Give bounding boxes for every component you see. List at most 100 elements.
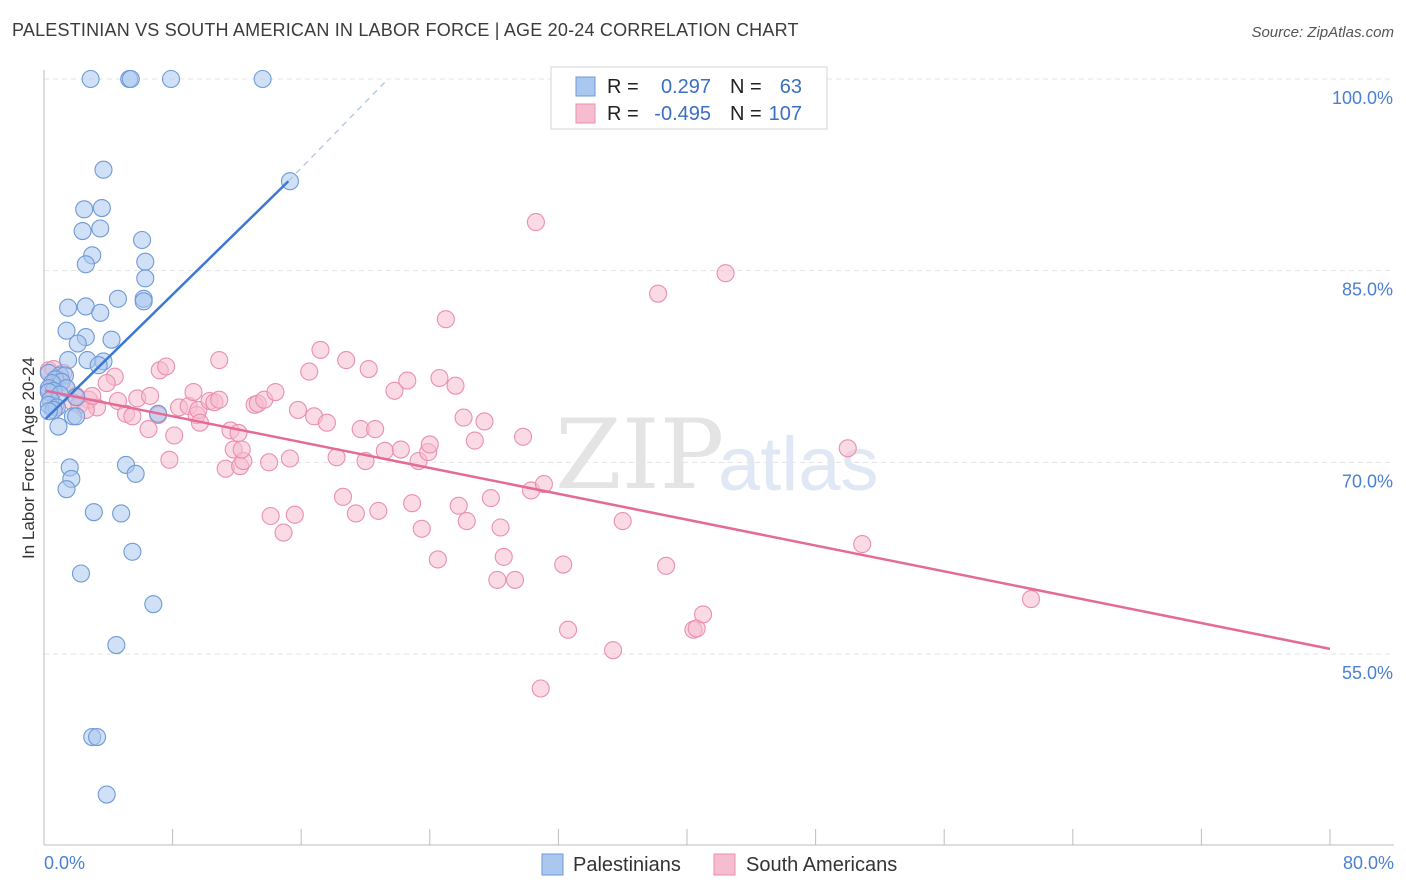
point-south-americans-26 <box>157 357 176 376</box>
point-palestinians-48 <box>67 407 86 426</box>
point-south-americans-94 <box>534 475 553 494</box>
trend-line-south-americans <box>45 389 1331 651</box>
y-tick-label-2: 85.0% <box>1342 280 1393 300</box>
bottom-legend-south-americans: South Americans <box>746 854 897 876</box>
point-south-americans-100 <box>613 512 632 531</box>
point-palestinians-3 <box>161 69 181 89</box>
point-south-americans-72 <box>398 371 417 390</box>
point-palestinians-63 <box>87 728 107 747</box>
point-south-americans-107 <box>838 439 857 458</box>
bottom-legend-swatch-palestinians <box>541 853 564 876</box>
point-south-americans-28 <box>165 426 184 445</box>
point-south-americans-51 <box>261 506 280 526</box>
point-south-americans-38 <box>210 351 229 370</box>
point-palestinians-26 <box>59 351 78 370</box>
point-south-americans-85 <box>475 412 494 431</box>
legend-swatch-south-americans <box>575 103 596 124</box>
legend-r-label-2: R = <box>607 103 639 125</box>
x-tick-label-max: 80.0% <box>1343 853 1394 873</box>
point-south-americans-55 <box>288 400 308 419</box>
point-south-americans-50 <box>259 453 279 472</box>
series-palestinians <box>39 69 299 804</box>
point-palestinians-61 <box>107 636 126 655</box>
point-south-americans-79 <box>430 368 449 388</box>
point-palestinians-16 <box>108 289 127 308</box>
point-south-americans-90 <box>505 570 525 589</box>
point-palestinians-60 <box>144 595 163 614</box>
point-palestinians-64 <box>97 785 116 804</box>
point-palestinians-18 <box>134 292 153 311</box>
point-south-americans-71 <box>391 440 410 459</box>
series-south-americans <box>39 213 1041 698</box>
legend-n-label-1: N = <box>730 76 762 98</box>
y-tick-label-3: 100.0% <box>1332 88 1393 108</box>
point-south-americans-106 <box>716 264 735 283</box>
point-palestinians-13 <box>76 255 95 274</box>
correlation-legend: R = 0.297 N = 63 R = -0.495 N = 107 <box>550 66 828 130</box>
legend-r-value-1: 0.297 <box>661 76 711 98</box>
point-south-americans-89 <box>494 547 513 566</box>
point-palestinians-21 <box>91 303 110 322</box>
point-palestinians-53 <box>126 464 145 483</box>
point-palestinians-22 <box>57 321 76 340</box>
point-south-americans-62 <box>337 351 356 370</box>
source-label: Source: ZipAtlas.com <box>1251 24 1394 41</box>
point-south-americans-59 <box>317 413 336 432</box>
point-south-americans-101 <box>649 284 668 303</box>
point-south-americans-66 <box>359 360 378 379</box>
point-south-americans-97 <box>531 679 550 698</box>
point-south-americans-70 <box>385 381 404 400</box>
point-south-americans-93 <box>526 213 545 232</box>
point-palestinians-9 <box>73 222 92 241</box>
point-palestinians-0 <box>81 69 100 89</box>
point-palestinians-55 <box>57 480 76 499</box>
point-south-americans-102 <box>657 556 676 575</box>
y-tick-labels: 55.0% 70.0% 85.0% 100.0% <box>1332 88 1393 683</box>
legend-n-label-2: N = <box>730 103 762 125</box>
legend-r-label-1: R = <box>607 76 639 98</box>
point-south-americans-91 <box>513 427 533 446</box>
point-south-americans-61 <box>333 487 353 506</box>
point-palestinians-57 <box>112 504 131 523</box>
watermark-zip: ZIP <box>555 399 724 511</box>
point-palestinians-59 <box>71 564 91 583</box>
point-south-americans-37 <box>210 390 229 409</box>
point-south-americans-27 <box>160 450 179 469</box>
point-south-americans-52 <box>274 523 293 542</box>
chart-title: PALESTINIAN VS SOUTH AMERICAN IN LABOR F… <box>12 20 799 40</box>
point-south-americans-73 <box>403 494 422 513</box>
point-palestinians-6 <box>94 160 113 179</box>
point-palestinians-19 <box>59 298 78 317</box>
legend-swatch-palestinians <box>575 76 596 97</box>
point-south-americans-63 <box>346 504 365 523</box>
point-palestinians-4 <box>253 69 272 89</box>
point-palestinians-58 <box>123 542 142 561</box>
point-south-americans-86 <box>481 489 500 508</box>
point-south-americans-67 <box>366 420 385 439</box>
y-tick-label-1: 70.0% <box>1342 471 1393 491</box>
point-palestinians-14 <box>136 252 155 271</box>
point-palestinians-50 <box>49 417 68 436</box>
legend-box <box>550 66 828 130</box>
legend-r-value-2: -0.495 <box>654 103 711 125</box>
point-south-americans-68 <box>369 501 388 520</box>
trend-extension-palestinians <box>287 78 389 182</box>
point-south-americans-23 <box>139 420 158 439</box>
point-south-americans-77 <box>420 435 439 454</box>
trend-lines <box>44 78 1331 651</box>
series-legend: Palestinians South Americans <box>541 853 897 876</box>
y-tick-label-0: 55.0% <box>1342 663 1393 683</box>
point-south-americans-87 <box>488 570 507 589</box>
point-palestinians-24 <box>102 330 121 349</box>
point-south-americans-45 <box>232 440 251 459</box>
point-south-americans-31 <box>184 383 203 402</box>
point-south-americans-16 <box>97 374 116 393</box>
point-south-americans-95 <box>554 555 573 574</box>
legend-n-value-1: 63 <box>780 76 802 98</box>
point-palestinians-12 <box>133 230 152 250</box>
point-palestinians-46 <box>39 402 58 421</box>
point-south-americans-78 <box>428 550 447 569</box>
point-palestinians-2 <box>121 69 140 89</box>
bottom-legend-swatch-south-americans <box>713 853 736 876</box>
